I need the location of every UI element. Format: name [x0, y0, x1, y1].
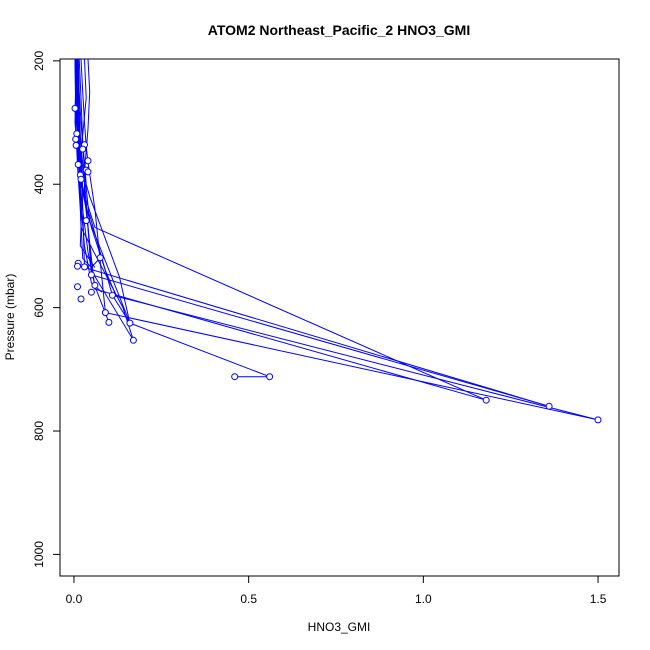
data-point-10 [84, 168, 92, 176]
series-line-5 [80, 59, 599, 421]
data-point-20 [74, 283, 81, 291]
data-layer [71, 59, 602, 424]
data-point-14 [96, 254, 104, 262]
plot-frame [59, 58, 620, 577]
series-line-4 [77, 59, 270, 378]
series-line-2 [75, 59, 487, 401]
data-point-32 [594, 416, 602, 424]
series-lines [74, 59, 599, 421]
data-point-19 [91, 281, 99, 289]
data-point-13 [82, 217, 90, 225]
data-point-1 [71, 104, 79, 112]
data-point-16 [74, 262, 81, 270]
y-tick-label: 1000 [32, 541, 46, 568]
chart-title: ATOM2 Northeast_Pacific_2 HNO3_GMI [208, 22, 470, 38]
y-tick-label: 800 [32, 421, 46, 441]
data-point-25 [105, 318, 113, 326]
x-tick-label: 0.5 [240, 592, 257, 606]
data-point-7 [84, 157, 92, 165]
data-point-18 [87, 271, 95, 279]
data-point-30 [482, 396, 490, 404]
data-point-28 [231, 373, 239, 381]
x-axis-label: HNO3_GMI [308, 620, 371, 634]
series-line-9 [77, 59, 599, 421]
x-axis: 0.0 0.5 1.0 1.5 [66, 575, 607, 606]
y-axis-label: Pressure (mbar) [3, 274, 17, 361]
x-tick-label: 0.0 [66, 592, 83, 606]
series-markers [71, 104, 602, 424]
data-point-26 [126, 319, 134, 327]
data-point-2 [73, 130, 81, 138]
series-line-13 [78, 59, 131, 324]
data-point-29 [266, 373, 274, 381]
y-tick-label: 400 [32, 174, 46, 194]
data-point-17 [81, 263, 88, 271]
data-point-4 [72, 141, 80, 149]
data-point-8 [74, 161, 82, 168]
x-tick-label: 1.0 [415, 592, 432, 606]
series-line-3 [74, 59, 550, 407]
data-point-21 [87, 288, 95, 296]
data-point-24 [101, 309, 109, 317]
data-point-6 [79, 145, 87, 153]
data-point-12 [77, 175, 85, 183]
series-line-7 [84, 59, 487, 401]
series-line-6 [79, 59, 550, 407]
y-axis: 200 400 600 800 1000 [32, 51, 61, 568]
data-point-23 [77, 295, 85, 303]
x-tick-label: 1.5 [590, 592, 607, 606]
data-point-27 [129, 336, 137, 344]
data-point-31 [545, 402, 553, 410]
data-point-22 [108, 291, 116, 299]
y-tick-label: 600 [32, 297, 46, 317]
y-tick-label: 200 [32, 51, 46, 71]
data-point-3 [72, 135, 80, 143]
